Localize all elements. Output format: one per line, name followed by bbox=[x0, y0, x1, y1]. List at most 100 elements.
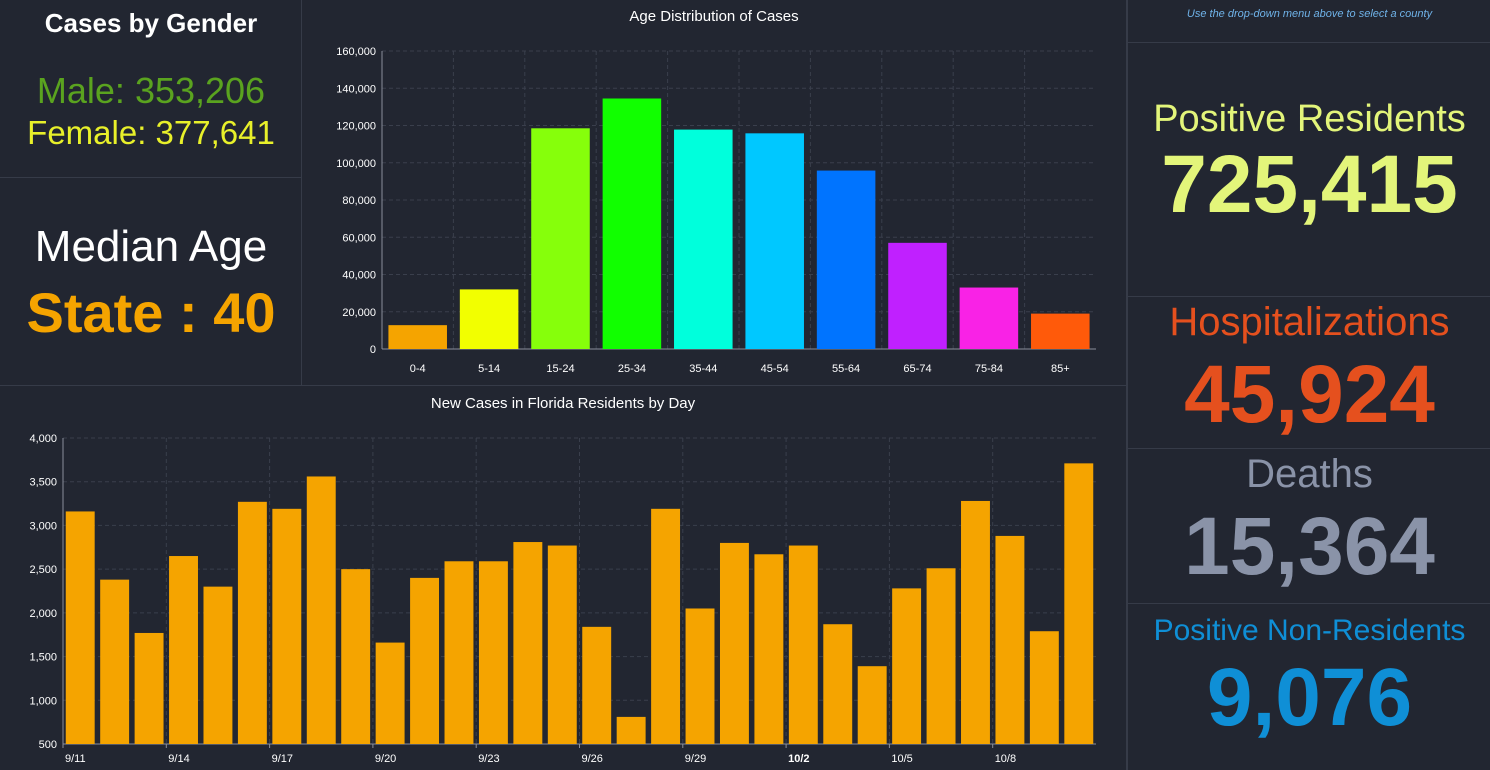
y-tick-label: 100,000 bbox=[336, 158, 376, 170]
x-tick-label: 9/14 bbox=[168, 753, 189, 765]
y-tick-label: 500 bbox=[39, 739, 57, 751]
bar bbox=[478, 561, 508, 744]
bar bbox=[169, 556, 198, 744]
x-tick-label: 9/20 bbox=[375, 753, 396, 765]
x-tick-label: 75-84 bbox=[975, 363, 1003, 375]
y-tick-label: 3,000 bbox=[29, 520, 57, 532]
y-tick-label: 1,500 bbox=[29, 652, 57, 664]
male-count: Male: 353,206 bbox=[36, 70, 266, 111]
daily-cases-chart: New Cases in Florida Residents by Day 50… bbox=[0, 386, 1127, 770]
x-tick-label: 9/26 bbox=[582, 753, 603, 765]
y-tick-label: 4,000 bbox=[29, 433, 57, 445]
x-tick-label: 65-74 bbox=[903, 363, 931, 375]
y-tick-label: 2,500 bbox=[29, 564, 57, 576]
x-tick-label: 0-4 bbox=[410, 363, 426, 375]
y-tick-label: 1,000 bbox=[29, 695, 57, 707]
median-age-label: Median Age bbox=[34, 222, 268, 271]
bar bbox=[1029, 631, 1059, 744]
age-chart-svg: 0 20,000 40,000 60,000 80,000 100,000 120,000 1… bbox=[336, 46, 1096, 375]
daily-chart-svg: 500 1,000 1,500 2,000 2,500 3,000 3,500 4,000 9/… bbox=[29, 433, 1096, 765]
y-tick-label: 120,000 bbox=[336, 121, 376, 133]
deaths-value: 15,364 bbox=[1184, 501, 1435, 592]
positive-non-residents-stat: Positive Non-Residents 9,076 bbox=[1128, 614, 1490, 748]
bar bbox=[1031, 313, 1090, 349]
female-count: Female: 377,641 bbox=[27, 114, 275, 151]
bar bbox=[754, 554, 784, 744]
bar bbox=[892, 588, 922, 744]
bar bbox=[410, 577, 440, 744]
bar bbox=[857, 666, 887, 744]
x-tick-label: 10/5 bbox=[891, 753, 912, 765]
bar bbox=[388, 325, 447, 349]
age-chart-title: Age Distribution of Cases bbox=[629, 8, 799, 25]
bar bbox=[651, 508, 681, 744]
hospitalizations-value: 45,924 bbox=[1184, 349, 1435, 440]
bar bbox=[203, 586, 233, 744]
bar bbox=[459, 289, 519, 349]
divider bbox=[1128, 42, 1490, 43]
bar bbox=[272, 508, 302, 744]
positive-residents-stat: Positive Residents 725,415 bbox=[1128, 98, 1490, 229]
positive-non-residents-value: 9,076 bbox=[1206, 652, 1413, 743]
x-tick-label: 9/11 bbox=[65, 753, 86, 765]
bar bbox=[306, 476, 336, 744]
bar bbox=[547, 545, 577, 744]
median-age-panel: Median Age State : 40 bbox=[0, 178, 302, 386]
bar bbox=[995, 535, 1025, 744]
bar bbox=[888, 242, 947, 349]
positive-residents-label: Positive Residents bbox=[1153, 98, 1466, 140]
bar bbox=[582, 626, 612, 744]
bar bbox=[531, 128, 590, 349]
x-tick-label: 10/8 bbox=[995, 753, 1016, 765]
y-tick-label: 2,000 bbox=[29, 608, 57, 620]
hospitalizations-label: Hospitalizations bbox=[1169, 300, 1450, 344]
daily-chart-title: New Cases in Florida Residents by Day bbox=[430, 395, 696, 412]
positive-non-residents-label: Positive Non-Residents bbox=[1153, 614, 1466, 647]
bar bbox=[375, 642, 405, 744]
bar bbox=[65, 511, 95, 744]
bar bbox=[1064, 463, 1094, 744]
x-tick-label: 5-14 bbox=[478, 363, 500, 375]
county-select-hint: Use the drop-down menu above to select a… bbox=[1186, 8, 1433, 20]
y-tick-label: 160,000 bbox=[336, 46, 376, 58]
bar bbox=[961, 500, 990, 744]
bar bbox=[616, 716, 646, 744]
divider bbox=[1128, 296, 1490, 297]
hospitalizations-stat: Hospitalizations 45,924 bbox=[1128, 300, 1490, 445]
bar bbox=[134, 632, 164, 744]
bar bbox=[823, 624, 853, 744]
bar bbox=[816, 170, 876, 349]
y-tick-label: 3,500 bbox=[29, 477, 57, 489]
x-tick-label: 55-64 bbox=[832, 363, 860, 375]
y-tick-label: 140,000 bbox=[336, 83, 376, 95]
gender-title: Cases by Gender bbox=[44, 8, 258, 38]
x-tick-label: 35-44 bbox=[689, 363, 717, 375]
bar bbox=[959, 287, 1019, 349]
y-tick-label: 20,000 bbox=[342, 307, 376, 319]
y-tick-label: 60,000 bbox=[342, 232, 376, 244]
bar bbox=[237, 501, 267, 744]
positive-residents-value: 725,415 bbox=[1161, 139, 1458, 230]
divider bbox=[1128, 603, 1490, 604]
x-tick-label: 45-54 bbox=[761, 363, 789, 375]
bar bbox=[719, 542, 749, 744]
bar bbox=[685, 608, 715, 744]
x-tick-label: 9/17 bbox=[272, 753, 293, 765]
bar bbox=[788, 545, 818, 744]
y-tick-label: 0 bbox=[370, 344, 376, 356]
age-distribution-chart: Age Distribution of Cases 0 20,000 40,000 6… bbox=[302, 0, 1127, 386]
bar bbox=[513, 542, 543, 744]
x-tick-label: 25-34 bbox=[618, 363, 646, 375]
bar bbox=[602, 98, 662, 350]
bar bbox=[444, 561, 474, 744]
bar bbox=[926, 568, 956, 744]
deaths-label: Deaths bbox=[1246, 452, 1373, 496]
bar bbox=[674, 129, 733, 349]
y-tick-label: 40,000 bbox=[342, 270, 376, 282]
x-tick-label: 10/2 bbox=[788, 753, 809, 765]
summary-panel: Use the drop-down menu above to select a… bbox=[1127, 0, 1490, 770]
y-tick-label: 80,000 bbox=[342, 195, 376, 207]
gender-panel: Cases by Gender Male: 353,206 Female: 37… bbox=[0, 0, 302, 178]
bar bbox=[341, 569, 371, 744]
bar bbox=[100, 579, 130, 744]
